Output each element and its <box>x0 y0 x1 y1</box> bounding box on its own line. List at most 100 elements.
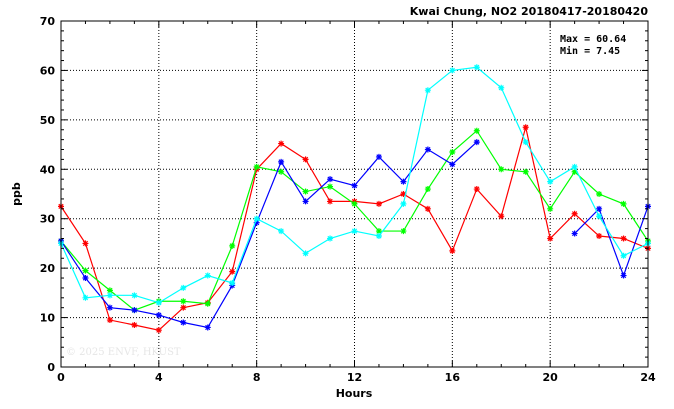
data-point-marker <box>131 321 138 328</box>
data-point-marker <box>571 168 578 175</box>
data-point-marker <box>327 198 334 205</box>
data-point-marker <box>82 240 89 247</box>
data-point-marker <box>229 279 236 286</box>
series-line <box>574 206 649 278</box>
tick-labels: 0 4 8 12 16 20 24 0 10 20 30 40 50 60 70 <box>40 15 656 384</box>
data-point-marker <box>131 307 138 314</box>
data-point-marker <box>547 205 554 212</box>
data-point-marker <box>253 219 260 226</box>
data-point-marker <box>180 284 187 291</box>
data-point-marker <box>400 178 407 185</box>
data-point-marker <box>82 267 89 274</box>
data-point-marker <box>302 198 309 205</box>
data-point-marker <box>596 205 603 212</box>
max-stat: Max = 60.64 <box>560 34 626 45</box>
data-point-marker <box>400 228 407 235</box>
data-point-marker <box>131 292 138 299</box>
grid-lines <box>61 21 648 367</box>
y-tick-label: 60 <box>40 64 56 77</box>
data-point-marker <box>351 228 358 235</box>
data-point-marker <box>180 319 187 326</box>
data-point-marker <box>302 156 309 163</box>
data-point-marker <box>351 200 358 207</box>
data-point-marker <box>155 327 162 334</box>
watermark: © 2025 ENVF, HKUST <box>66 347 181 358</box>
data-point-marker <box>571 210 578 217</box>
chart-title: Kwai Chung, NO2 20180417-20180420 <box>410 5 649 18</box>
data-point-marker <box>547 235 554 242</box>
series-line <box>60 129 649 311</box>
y-tick-label: 30 <box>40 213 56 226</box>
y-tick-label: 20 <box>40 262 56 275</box>
data-point-marker <box>375 153 382 160</box>
data-point-marker <box>278 228 285 235</box>
tick-marks <box>60 20 649 368</box>
data-point-marker <box>375 228 382 235</box>
x-tick-label: 12 <box>347 371 362 384</box>
data-point-marker <box>473 127 480 134</box>
data-point-marker <box>498 166 505 173</box>
data-point-marker <box>547 178 554 185</box>
series-layer <box>58 64 651 334</box>
data-point-marker <box>449 148 456 155</box>
data-point-marker <box>522 139 529 146</box>
data-point-marker <box>571 230 578 237</box>
data-point-marker <box>204 300 211 307</box>
data-point-marker <box>620 235 627 242</box>
data-point-marker <box>473 139 480 146</box>
data-point-marker <box>424 87 431 94</box>
data-point-marker <box>204 324 211 331</box>
data-point-marker <box>498 84 505 91</box>
data-point-marker <box>229 242 236 249</box>
data-point-marker <box>522 168 529 175</box>
data-point-marker <box>375 200 382 207</box>
series-2 <box>58 139 651 331</box>
data-point-marker <box>106 292 113 299</box>
data-point-marker <box>204 272 211 279</box>
data-point-marker <box>449 161 456 168</box>
data-point-marker <box>596 233 603 240</box>
data-point-marker <box>424 205 431 212</box>
data-point-marker <box>424 186 431 193</box>
data-point-marker <box>302 250 309 257</box>
x-tick-label: 20 <box>543 371 559 384</box>
data-point-marker <box>620 200 627 207</box>
data-point-marker <box>400 200 407 207</box>
data-point-marker <box>229 268 236 275</box>
data-point-marker <box>278 140 285 147</box>
data-point-marker <box>449 247 456 254</box>
data-point-marker <box>424 146 431 153</box>
x-tick-label: 24 <box>640 371 656 384</box>
data-point-marker <box>375 233 382 240</box>
y-axis-title: ppb <box>10 182 23 206</box>
data-point-marker <box>620 272 627 279</box>
data-point-marker <box>155 312 162 319</box>
data-point-marker <box>596 213 603 220</box>
data-point-marker <box>180 304 187 311</box>
data-point-marker <box>473 64 480 71</box>
data-point-marker <box>106 287 113 294</box>
x-tick-label: 16 <box>445 371 461 384</box>
data-point-marker <box>473 186 480 193</box>
data-point-marker <box>327 235 334 242</box>
data-point-marker <box>571 163 578 170</box>
data-point-marker <box>253 215 260 222</box>
data-point-marker <box>351 182 358 189</box>
series-line <box>60 141 478 329</box>
y-tick-label: 0 <box>47 361 55 374</box>
data-point-marker <box>106 317 113 324</box>
y-tick-label: 70 <box>40 15 56 28</box>
y-tick-label: 50 <box>40 114 56 127</box>
data-point-marker <box>82 275 89 282</box>
data-point-marker <box>82 294 89 301</box>
x-axis-title: Hours <box>336 387 373 400</box>
data-point-marker <box>155 299 162 306</box>
data-point-marker <box>278 168 285 175</box>
min-stat: Min = 7.45 <box>560 45 620 57</box>
data-point-marker <box>522 124 529 131</box>
data-point-marker <box>302 188 309 195</box>
data-point-marker <box>327 183 334 190</box>
x-tick-label: 0 <box>57 371 65 384</box>
data-point-marker <box>278 158 285 165</box>
data-point-marker <box>327 176 334 183</box>
